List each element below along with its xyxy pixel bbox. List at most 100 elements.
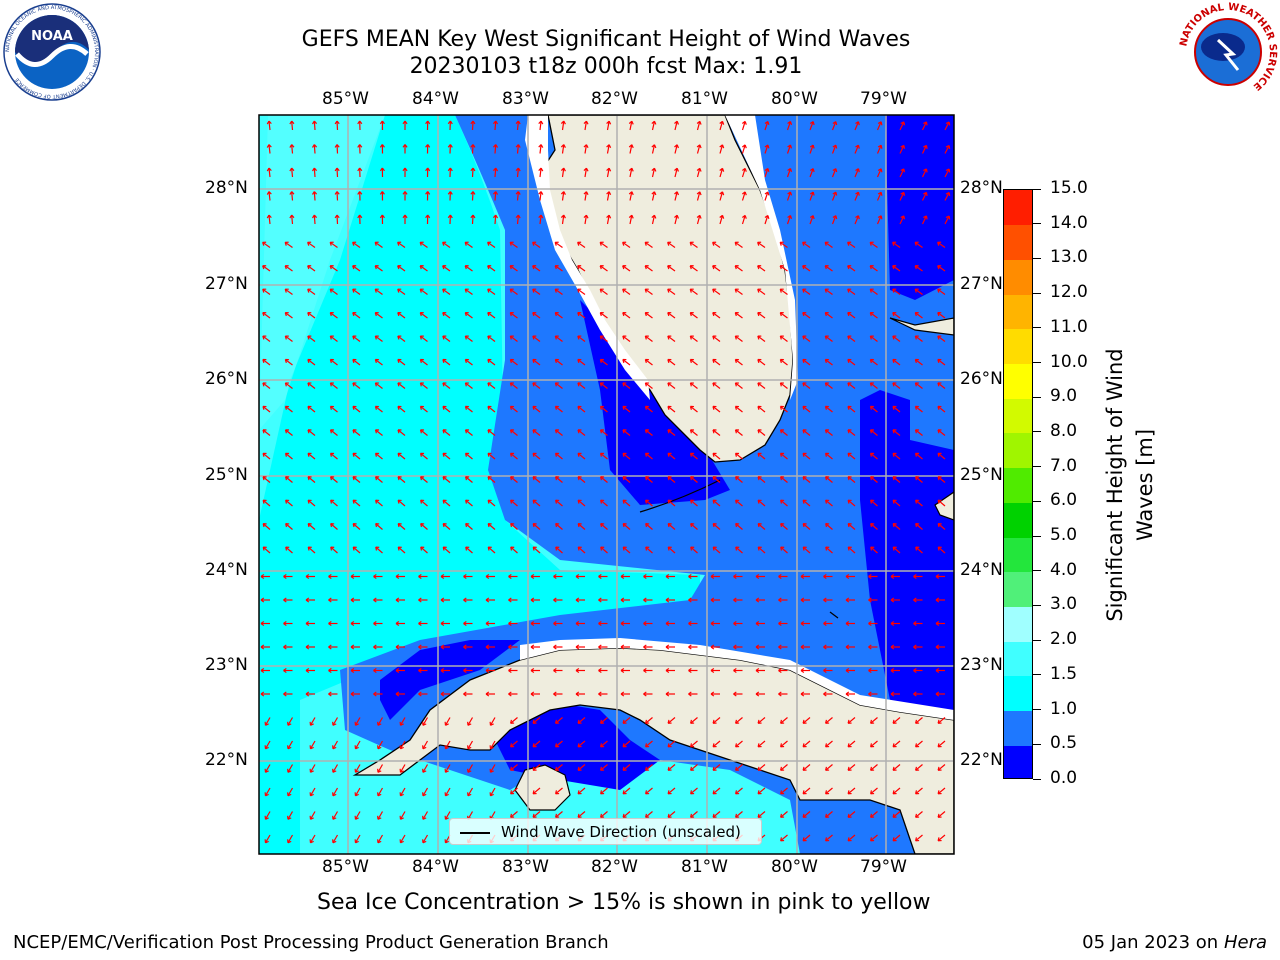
- wave-direction-arrowhead: [334, 144, 338, 148]
- wave-direction-arrow: [802, 429, 811, 436]
- wave-direction-arrow: [870, 499, 878, 507]
- wave-direction-arrow: [262, 476, 271, 483]
- wave-direction-arrowhead: [787, 168, 791, 171]
- wave-direction-arrow: [561, 215, 565, 225]
- wave-direction-arrow: [539, 144, 542, 154]
- wave-direction-arrow: [577, 265, 586, 272]
- wave-direction-arrowhead: [651, 214, 655, 218]
- wave-direction-arrowhead: [260, 670, 265, 674]
- wave-direction-arrowhead: [877, 191, 882, 195]
- wave-direction-arrowhead: [645, 476, 648, 481]
- wave-direction-arrow: [494, 191, 497, 201]
- wave-direction-arrow: [600, 476, 608, 483]
- wave-direction-arrowhead: [419, 406, 422, 410]
- wave-direction-arrowhead: [825, 546, 828, 551]
- wave-direction-arrowhead: [397, 429, 400, 434]
- wave-direction-arrowhead: [440, 623, 445, 627]
- wave-direction-arrowhead: [447, 167, 451, 172]
- wave-direction-arrowhead: [577, 335, 580, 340]
- wave-direction-arrowhead: [509, 382, 512, 387]
- wave-direction-arrowhead: [379, 214, 383, 219]
- wave-direction-arrow: [870, 787, 878, 795]
- wave-direction-arrowhead: [900, 121, 905, 125]
- wave-direction-arrow: [555, 764, 563, 771]
- wave-direction-arrow: [786, 144, 792, 154]
- wave-direction-arrowhead: [289, 167, 293, 172]
- wave-direction-arrow: [847, 717, 856, 724]
- wave-direction-arrowhead: [847, 476, 850, 481]
- wave-direction-arrowhead: [487, 453, 490, 457]
- wave-direction-arrowhead: [757, 453, 760, 457]
- wave-direction-arrowhead: [734, 265, 737, 270]
- wave-direction-arrowhead: [914, 312, 917, 317]
- lat-label-left: 26°N: [205, 369, 248, 389]
- wave-direction-arrowhead: [667, 312, 670, 317]
- wave-direction-arrowhead: [265, 723, 269, 726]
- wave-direction-arrowhead: [352, 289, 355, 293]
- wave-direction-arrowhead: [352, 500, 355, 504]
- wave-direction-arrowhead: [824, 429, 827, 434]
- wave-direction-arrow: [599, 335, 608, 342]
- wave-direction-arrow: [712, 312, 721, 319]
- wave-direction-arrowhead: [832, 215, 837, 219]
- wave-direction-arrow: [374, 335, 383, 342]
- wave-direction-arrowhead: [847, 265, 850, 270]
- wave-direction-arrowhead: [400, 723, 404, 726]
- wave-direction-arrowhead: [560, 120, 565, 125]
- wave-direction-arrowhead: [532, 500, 535, 504]
- wave-direction-arrowhead: [622, 312, 625, 317]
- wave-direction-arrow: [555, 546, 563, 554]
- wave-direction-arrowhead: [530, 623, 535, 627]
- wave-direction-arrow: [667, 452, 676, 460]
- wave-direction-arrowhead: [577, 406, 580, 410]
- wave-direction-arrow: [892, 335, 901, 342]
- wave-direction-arrowhead: [802, 406, 805, 410]
- wave-direction-arrowhead: [420, 500, 423, 504]
- wave-direction-arrowhead: [823, 670, 827, 674]
- wave-direction-arrow: [899, 145, 905, 154]
- wave-direction-arrow: [870, 405, 878, 413]
- wave-direction-arrow: [465, 523, 473, 530]
- wave-direction-arrowhead: [890, 623, 895, 627]
- wave-direction-arrowhead: [442, 265, 445, 270]
- wave-direction-arrow: [780, 405, 788, 413]
- wave-direction-arrow: [757, 740, 766, 748]
- wave-direction-arrowhead: [600, 523, 603, 528]
- wave-direction-arrow: [489, 740, 496, 750]
- wave-direction-arrowhead: [352, 242, 355, 246]
- colorbar-title-line1: Significant Height of Wind: [1103, 348, 1127, 622]
- wave-direction-arrowhead: [307, 523, 310, 528]
- wave-direction-arrowhead: [823, 623, 827, 627]
- wave-direction-arrowhead: [674, 167, 678, 171]
- wave-direction-arrowhead: [823, 599, 827, 603]
- wave-direction-arrowhead: [420, 546, 423, 551]
- wave-direction-arrowhead: [622, 335, 625, 340]
- wave-direction-arrow: [532, 241, 541, 248]
- wave-direction-arrowhead: [420, 523, 423, 528]
- wave-direction-arrow: [735, 429, 743, 436]
- wave-direction-arrowhead: [598, 623, 602, 627]
- wave-direction-arrowhead: [757, 265, 760, 270]
- wave-direction-arrowhead: [800, 693, 805, 697]
- wave-direction-arrow: [352, 265, 361, 272]
- wave-direction-arrowhead: [832, 121, 837, 125]
- wave-direction-arrowhead: [712, 242, 715, 246]
- wave-direction-arrow: [847, 335, 856, 342]
- wave-direction-arrow: [915, 787, 923, 795]
- wave-direction-arrow: [741, 191, 746, 201]
- wave-direction-arrow: [921, 145, 928, 154]
- wave-direction-arrowhead: [262, 265, 265, 270]
- wave-direction-arrow: [330, 523, 338, 530]
- wave-direction-arrow: [532, 288, 541, 295]
- lat-label-left: 28°N: [205, 178, 248, 198]
- wave-direction-arrowhead: [422, 770, 427, 773]
- wave-direction-arrow: [667, 546, 676, 554]
- wave-direction-arrowhead: [712, 476, 715, 481]
- wave-direction-arrow: [307, 241, 316, 248]
- wave-direction-arrowhead: [493, 120, 497, 125]
- wave-direction-arrowhead: [914, 335, 917, 340]
- wave-direction-arrowhead: [330, 500, 333, 504]
- wave-direction-arrow: [262, 241, 271, 248]
- wave-direction-arrow: [471, 120, 474, 131]
- wave-direction-arrow: [516, 191, 520, 201]
